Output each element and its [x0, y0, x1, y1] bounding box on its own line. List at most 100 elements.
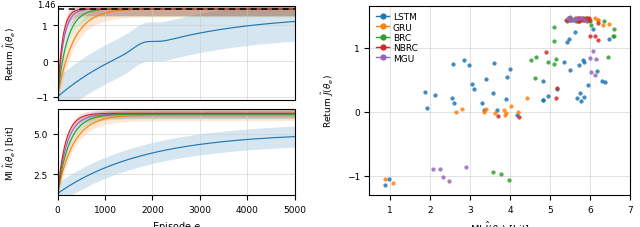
- Point: [603, 56, 613, 59]
- Point: [570, 20, 580, 24]
- Point: [579, 61, 589, 65]
- Point: [575, 18, 585, 22]
- Point: [593, 19, 603, 22]
- Text: 1.46: 1.46: [36, 1, 55, 10]
- Point: [422, 106, 433, 110]
- Point: [512, 114, 522, 118]
- Y-axis label: Return $\hat{J}(\theta_e)$: Return $\hat{J}(\theta_e)$: [319, 74, 335, 128]
- Point: [449, 102, 460, 106]
- Point: [496, 172, 506, 176]
- Point: [549, 63, 559, 67]
- Point: [526, 59, 536, 62]
- Point: [598, 24, 609, 27]
- Point: [551, 97, 561, 100]
- Point: [563, 20, 573, 23]
- Point: [479, 109, 489, 112]
- Point: [451, 111, 461, 114]
- Point: [577, 18, 588, 22]
- Point: [561, 19, 572, 23]
- Point: [457, 108, 467, 111]
- Point: [579, 96, 589, 100]
- Point: [488, 62, 499, 66]
- Y-axis label: Return $\hat{J}(\theta_e)$: Return $\hat{J}(\theta_e)$: [2, 27, 19, 81]
- Point: [569, 19, 579, 23]
- Point: [522, 96, 532, 100]
- Point: [566, 20, 577, 23]
- Point: [504, 67, 515, 71]
- Point: [438, 176, 448, 179]
- Point: [488, 170, 498, 174]
- Point: [552, 88, 563, 91]
- Point: [565, 18, 575, 22]
- Point: [609, 35, 619, 39]
- Point: [506, 105, 516, 108]
- Point: [388, 181, 398, 185]
- Point: [584, 84, 594, 87]
- Point: [513, 111, 523, 115]
- Point: [586, 71, 596, 75]
- Point: [596, 79, 607, 83]
- Point: [575, 19, 585, 22]
- Point: [573, 17, 583, 21]
- Point: [593, 39, 604, 43]
- Point: [538, 99, 548, 102]
- Point: [428, 168, 438, 171]
- Point: [502, 76, 512, 80]
- Point: [499, 109, 509, 113]
- Point: [572, 17, 582, 21]
- Point: [479, 111, 490, 115]
- Point: [464, 64, 474, 68]
- Point: [488, 92, 499, 95]
- Point: [570, 32, 580, 35]
- Point: [564, 17, 574, 20]
- Point: [467, 83, 477, 86]
- Point: [501, 112, 511, 116]
- Point: [580, 19, 590, 23]
- Point: [492, 115, 502, 118]
- Point: [435, 168, 445, 171]
- Point: [584, 17, 594, 21]
- Point: [541, 51, 551, 55]
- Point: [572, 97, 582, 100]
- Point: [590, 74, 600, 77]
- Point: [586, 24, 596, 28]
- Point: [580, 19, 590, 22]
- Point: [584, 19, 595, 23]
- Point: [538, 80, 548, 84]
- Point: [591, 58, 601, 62]
- Point: [585, 20, 595, 24]
- Point: [604, 37, 614, 41]
- Point: [459, 59, 469, 63]
- Point: [380, 178, 390, 181]
- Y-axis label: MI $\hat{I}(\theta_e)$ [bit]: MI $\hat{I}(\theta_e)$ [bit]: [3, 125, 19, 180]
- Point: [592, 70, 602, 73]
- Point: [563, 17, 573, 20]
- Point: [444, 180, 454, 183]
- Point: [579, 17, 589, 21]
- Point: [564, 38, 575, 42]
- Point: [566, 19, 576, 22]
- Point: [383, 177, 394, 181]
- Point: [577, 17, 588, 21]
- Point: [548, 26, 559, 30]
- Point: [380, 184, 390, 187]
- Point: [575, 17, 586, 21]
- Point: [590, 17, 600, 21]
- Point: [578, 19, 588, 23]
- Point: [477, 102, 487, 106]
- Point: [492, 109, 502, 113]
- Point: [461, 166, 472, 169]
- Point: [584, 19, 595, 22]
- Point: [604, 23, 614, 27]
- Point: [574, 20, 584, 23]
- Point: [570, 18, 580, 21]
- Point: [499, 114, 509, 117]
- Point: [575, 92, 585, 96]
- Point: [573, 20, 584, 23]
- Point: [585, 57, 595, 61]
- Point: [599, 20, 609, 23]
- Point: [579, 17, 589, 21]
- Point: [573, 18, 584, 22]
- Point: [593, 22, 603, 25]
- Point: [566, 18, 576, 22]
